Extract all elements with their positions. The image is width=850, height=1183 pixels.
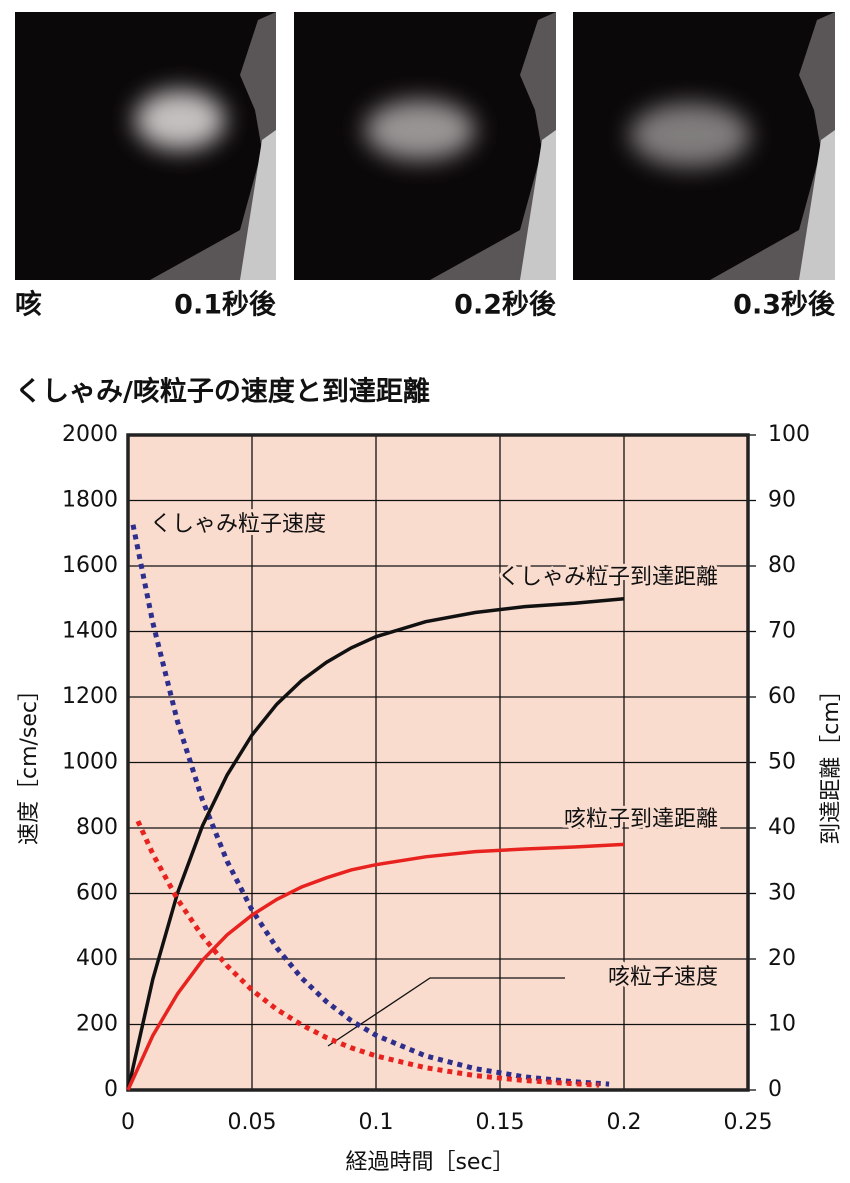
- y2-axis-label: 到達距離［cm］: [819, 679, 844, 845]
- y-tick-label: 600: [76, 881, 118, 906]
- series-line: [126, 597, 625, 1091]
- x-tick-label: 0.05: [228, 1110, 277, 1135]
- x-tick-label: 0.1: [359, 1110, 394, 1135]
- photo-caption: 0.2秒後: [454, 290, 557, 321]
- y2-tick-label: 10: [768, 1012, 796, 1037]
- y-tick-label: 0: [104, 1077, 118, 1102]
- y-tick-label: 800: [76, 815, 118, 840]
- photo: [294, 12, 556, 280]
- y-tick-label: 1200: [62, 684, 118, 709]
- photo-caption: 咳: [15, 289, 42, 321]
- series-line: [130, 524, 610, 1087]
- photo: [15, 12, 276, 280]
- y-axis-label: 速度［cm/sec］: [17, 679, 42, 845]
- series-label: くしゃみ粒子速度: [150, 512, 326, 537]
- y-tick-label: 1800: [62, 488, 118, 513]
- series-label: くしゃみ粒子到達距離: [498, 565, 718, 590]
- y2-tick-label: 80: [768, 553, 796, 578]
- y2-tick-label: 70: [768, 619, 796, 644]
- x-tick-label: 0.15: [476, 1110, 525, 1135]
- y2-tick-label: 60: [768, 684, 796, 709]
- y-tick-label: 1000: [62, 750, 118, 775]
- y-tick-label: 2000: [62, 422, 118, 447]
- y2-tick-label: 20: [768, 946, 796, 971]
- photo: [573, 12, 835, 280]
- x-tick-label: 0.2: [607, 1110, 642, 1135]
- y2-tick-label: 50: [768, 750, 796, 775]
- x-tick-label: 0.25: [724, 1110, 773, 1135]
- y2-tick-label: 30: [768, 881, 796, 906]
- y-tick-label: 1400: [62, 619, 118, 644]
- photo-caption: 0.3秒後: [733, 290, 836, 321]
- series-line: [126, 842, 625, 1091]
- photo-caption: 0.1秒後: [174, 290, 277, 321]
- y2-tick-label: 90: [768, 488, 796, 513]
- chart-title: くしゃみ/咳粒子の速度と到達距離: [15, 376, 430, 408]
- y-tick-label: 1600: [62, 553, 118, 578]
- series-line: [135, 820, 600, 1088]
- y2-tick-label: 0: [768, 1077, 782, 1102]
- y2-tick-label: 100: [768, 422, 810, 447]
- leader-line: [327, 977, 565, 1047]
- series-label: 咳粒子速度: [608, 965, 718, 990]
- y2-tick-label: 40: [768, 815, 796, 840]
- series-label: 咳粒子到達距離: [564, 807, 718, 832]
- y-tick-label: 400: [76, 946, 118, 971]
- x-axis-label: 経過時間［sec］: [345, 1150, 514, 1175]
- plot-border: [126, 433, 750, 1092]
- x-tick-label: 0: [121, 1110, 135, 1135]
- y-tick-label: 200: [76, 1012, 118, 1037]
